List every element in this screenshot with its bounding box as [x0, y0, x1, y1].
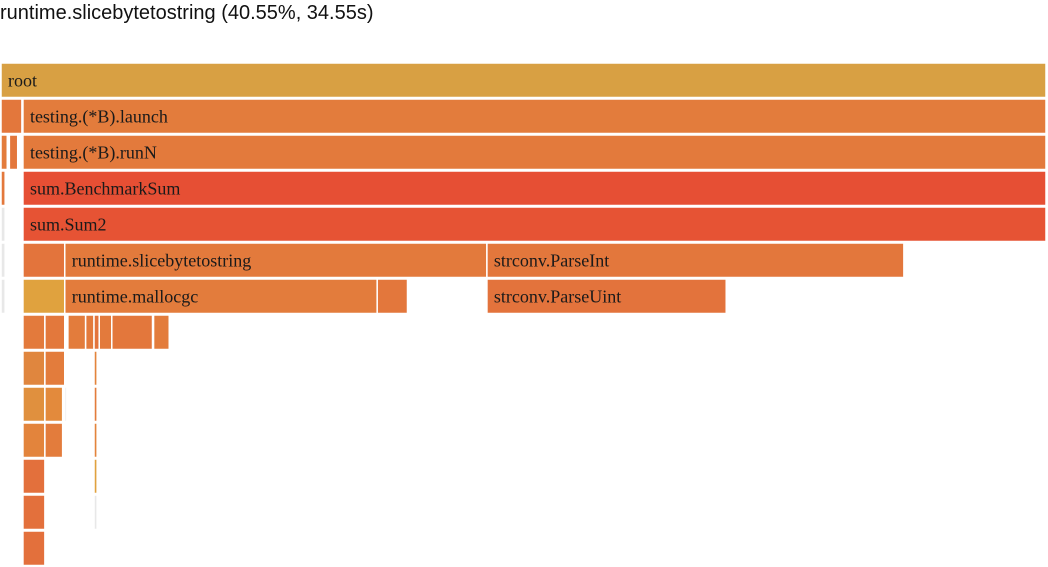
flame-frame[interactable]: strconv.ParseUint: [486, 278, 727, 315]
frame-rect[interactable]: [93, 494, 98, 531]
flame-frame-small[interactable]: [44, 422, 64, 459]
flame-frame-small[interactable]: [22, 242, 66, 279]
frame-rect[interactable]: [93, 350, 98, 387]
flame-frame-small[interactable]: [44, 314, 66, 351]
flame-frame-small[interactable]: [44, 350, 66, 387]
flame-frame-small[interactable]: [111, 314, 154, 351]
flame-frame-small[interactable]: [22, 386, 46, 423]
flame-frame-small[interactable]: [0, 134, 9, 171]
frame-rect[interactable]: [84, 314, 95, 351]
flame-frame[interactable]: sum.BenchmarkSum: [22, 170, 1047, 207]
flame-frame-small[interactable]: [93, 386, 98, 423]
hover-info-text: runtime.slicebytetostring (40.55%, 34.55…: [0, 2, 374, 24]
flame-frame-small[interactable]: [0, 206, 6, 243]
flame-frame-small[interactable]: [93, 350, 98, 387]
flame-frame-small[interactable]: [22, 314, 46, 351]
frame-rect[interactable]: [63, 278, 378, 315]
flame-frame[interactable]: root: [0, 62, 1047, 99]
flame-frame-small[interactable]: [376, 278, 409, 315]
flame-frame-small[interactable]: [98, 314, 113, 351]
frame-rect[interactable]: [22, 530, 46, 567]
frame-rect[interactable]: [486, 278, 727, 315]
frame-rect[interactable]: [152, 314, 170, 351]
frame-rect[interactable]: [67, 314, 87, 351]
flame-frame-small[interactable]: [22, 530, 46, 567]
flame-frame-small[interactable]: [93, 314, 100, 351]
frame-rect[interactable]: [22, 350, 46, 387]
flame-frame-small[interactable]: [93, 458, 98, 495]
frame-rect[interactable]: [22, 278, 66, 315]
flame-frame[interactable]: strconv.ParseInt: [486, 242, 905, 279]
frame-rect[interactable]: [63, 386, 68, 423]
frame-rect[interactable]: [44, 350, 66, 387]
flame-frame[interactable]: testing.(*B).runN: [22, 134, 1047, 171]
flame-frame[interactable]: runtime.mallocgc: [63, 278, 378, 315]
flame-frame-small[interactable]: [63, 386, 68, 423]
frame-rect[interactable]: [93, 314, 100, 351]
flame-frame-small[interactable]: [22, 422, 46, 459]
frame-rect[interactable]: [22, 170, 1047, 207]
flame-frame-small[interactable]: [152, 314, 170, 351]
frame-rect[interactable]: [0, 242, 6, 279]
flame-frame[interactable]: runtime.slicebytetostring: [63, 242, 488, 279]
frame-rect[interactable]: [98, 314, 113, 351]
frame-rect[interactable]: [0, 62, 1047, 99]
frame-rect[interactable]: [22, 242, 66, 279]
flame-frame-small[interactable]: [93, 494, 98, 531]
frame-rect[interactable]: [93, 386, 98, 423]
frame-rect[interactable]: [63, 242, 488, 279]
frame-rect[interactable]: [44, 314, 66, 351]
frame-rect[interactable]: [22, 98, 1047, 135]
frame-rect[interactable]: [22, 422, 46, 459]
frame-rect[interactable]: [8, 134, 19, 171]
flame-frame[interactable]: testing.(*B).launch: [22, 98, 1047, 135]
flame-frame-small[interactable]: [0, 170, 6, 207]
flame-frame-small[interactable]: [0, 278, 6, 315]
frame-rect[interactable]: [44, 386, 64, 423]
frame-rect[interactable]: [111, 314, 154, 351]
frame-rect[interactable]: [22, 314, 46, 351]
flame-frame-small[interactable]: [8, 134, 19, 171]
frame-rect[interactable]: [93, 422, 98, 459]
frame-rect[interactable]: [0, 170, 6, 207]
flame-frame-small[interactable]: [0, 98, 23, 135]
flame-frame-small[interactable]: [44, 386, 64, 423]
frame-rect[interactable]: [22, 134, 1047, 171]
frame-rect[interactable]: [0, 206, 6, 243]
flame-frame-small[interactable]: [22, 278, 66, 315]
frame-rect[interactable]: [22, 458, 46, 495]
flame-frame-small[interactable]: [22, 350, 46, 387]
flame-frame-small[interactable]: [67, 314, 87, 351]
frame-rect[interactable]: [0, 134, 9, 171]
frame-rect[interactable]: [22, 386, 46, 423]
frame-rect[interactable]: [0, 278, 6, 315]
flame-frame-small[interactable]: [0, 242, 6, 279]
flame-frame-small[interactable]: [22, 494, 46, 531]
flame-frame-small[interactable]: [22, 458, 46, 495]
frame-rect[interactable]: [93, 458, 98, 495]
frame-rect[interactable]: [376, 278, 409, 315]
frame-rect[interactable]: [44, 422, 64, 459]
flame-frame[interactable]: sum.Sum2: [22, 206, 1047, 243]
flame-frame-small[interactable]: [84, 314, 95, 351]
flame-frame-small[interactable]: [93, 422, 98, 459]
frame-rect[interactable]: [0, 98, 23, 135]
frame-rect[interactable]: [22, 494, 46, 531]
frame-rect[interactable]: [22, 206, 1047, 243]
frame-rect[interactable]: [486, 242, 905, 279]
